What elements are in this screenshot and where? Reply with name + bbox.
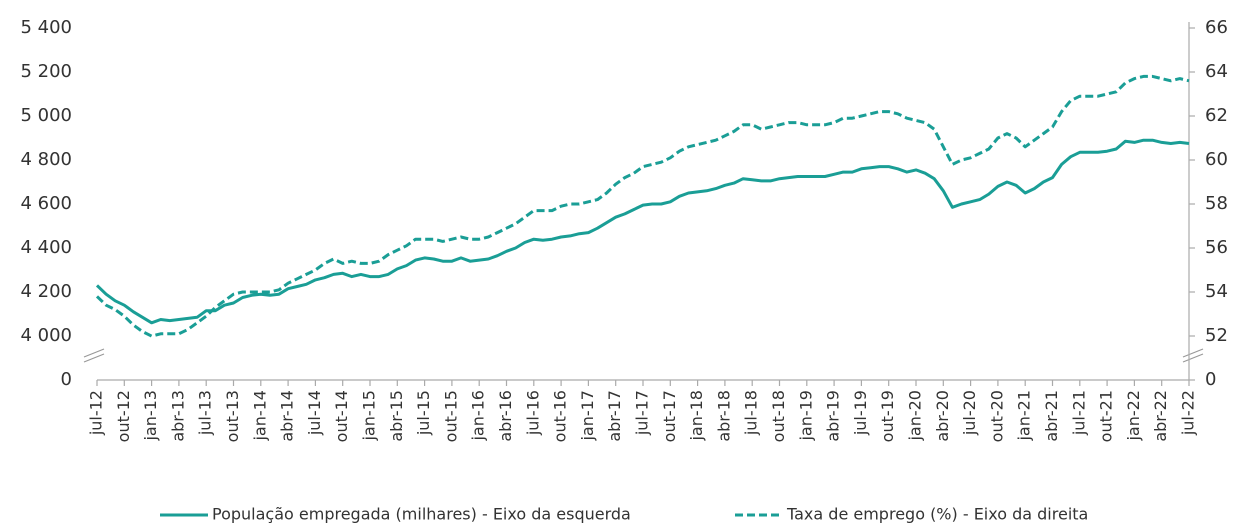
y-tick-label: 5 000 xyxy=(20,105,72,126)
x-tick-label: jul-16 xyxy=(523,390,542,436)
y-tick-label: 0 xyxy=(61,369,72,390)
y2-tick-label: 60 xyxy=(1205,149,1228,170)
x-tick-label: jan-13 xyxy=(141,390,160,442)
x-tick-label: out-20 xyxy=(987,390,1006,442)
x-tick-label: jan-14 xyxy=(250,390,269,442)
x-tick-label: jul-12 xyxy=(87,390,106,436)
x-tick-label: out-14 xyxy=(332,390,351,442)
y2-tick-label: 66 xyxy=(1205,17,1228,38)
x-tick-label: out-21 xyxy=(1097,390,1116,442)
y-tick-label: 5 200 xyxy=(20,61,72,82)
x-tick-label: out-18 xyxy=(769,390,788,442)
x-tick-label: jan-18 xyxy=(687,390,706,442)
series-line xyxy=(95,138,1190,325)
x-tick-label: jul-18 xyxy=(742,390,761,436)
x-tick-label: jan-16 xyxy=(469,390,488,442)
x-tick-label: jan-22 xyxy=(1124,390,1143,442)
x-tick-label: jul-15 xyxy=(414,390,433,436)
y2-tick-label: 56 xyxy=(1205,237,1228,258)
y-tick-label: 5 400 xyxy=(20,17,72,38)
x-tick-label: jul-19 xyxy=(851,390,870,436)
x-tick-label: abr-14 xyxy=(278,390,297,442)
axis-break xyxy=(83,353,105,363)
x-tick-label: jan-15 xyxy=(360,390,379,442)
legend-label: População empregada (milhares) - Eixo da… xyxy=(212,505,631,524)
x-tick-label: abr-17 xyxy=(605,390,624,442)
x-tick-label: jul-14 xyxy=(305,390,324,436)
y2-tick-label: 58 xyxy=(1205,193,1228,214)
axis-break xyxy=(1182,348,1204,358)
x-tick-label: abr-15 xyxy=(387,390,406,442)
x-tick-label: abr-16 xyxy=(496,390,515,442)
x-tick-label: jul-20 xyxy=(960,390,979,436)
x-tick-label: abr-22 xyxy=(1151,390,1170,442)
x-tick-label: out-13 xyxy=(223,390,242,442)
y-tick-label: 4 800 xyxy=(20,149,72,170)
y2-tick-label: 52 xyxy=(1205,325,1228,346)
x-tick-label: jan-19 xyxy=(796,390,815,442)
y2-tick-label: 0 xyxy=(1205,369,1216,390)
x-tick-label: jul-21 xyxy=(1069,390,1088,436)
y2-tick-label: 64 xyxy=(1205,61,1228,82)
x-tick-label: out-15 xyxy=(441,390,460,442)
legend-label: Taxa de emprego (%) - Eixo da direita xyxy=(786,505,1088,524)
x-tick-label: jan-20 xyxy=(906,390,925,442)
y2-tick-label: 54 xyxy=(1205,281,1228,302)
x-tick-label: jul-13 xyxy=(196,390,215,436)
y-tick-label: 4 600 xyxy=(20,193,72,214)
x-tick-label: abr-18 xyxy=(714,390,733,442)
x-tick-label: out-19 xyxy=(878,390,897,442)
y2-tick-label: 62 xyxy=(1205,105,1228,126)
y-tick-label: 4 200 xyxy=(20,281,72,302)
x-tick-label: out-16 xyxy=(551,390,570,442)
x-tick-label: abr-20 xyxy=(933,390,952,442)
x-tick-label: abr-19 xyxy=(824,390,843,442)
series-line xyxy=(95,74,1190,338)
x-tick-label: jul-17 xyxy=(633,390,652,436)
x-tick-label: out-17 xyxy=(660,390,679,442)
y-tick-label: 4 000 xyxy=(20,325,72,346)
x-tick-label: jul-22 xyxy=(1179,390,1198,436)
x-tick-label: abr-13 xyxy=(168,390,187,442)
axis-break xyxy=(1182,353,1204,363)
x-tick-label: jan-17 xyxy=(578,390,597,442)
x-tick-label: jan-21 xyxy=(1015,390,1034,442)
y-tick-label: 4 400 xyxy=(20,237,72,258)
x-tick-label: abr-21 xyxy=(1042,390,1061,442)
x-tick-label: out-12 xyxy=(114,390,133,442)
axis-break xyxy=(83,348,105,358)
